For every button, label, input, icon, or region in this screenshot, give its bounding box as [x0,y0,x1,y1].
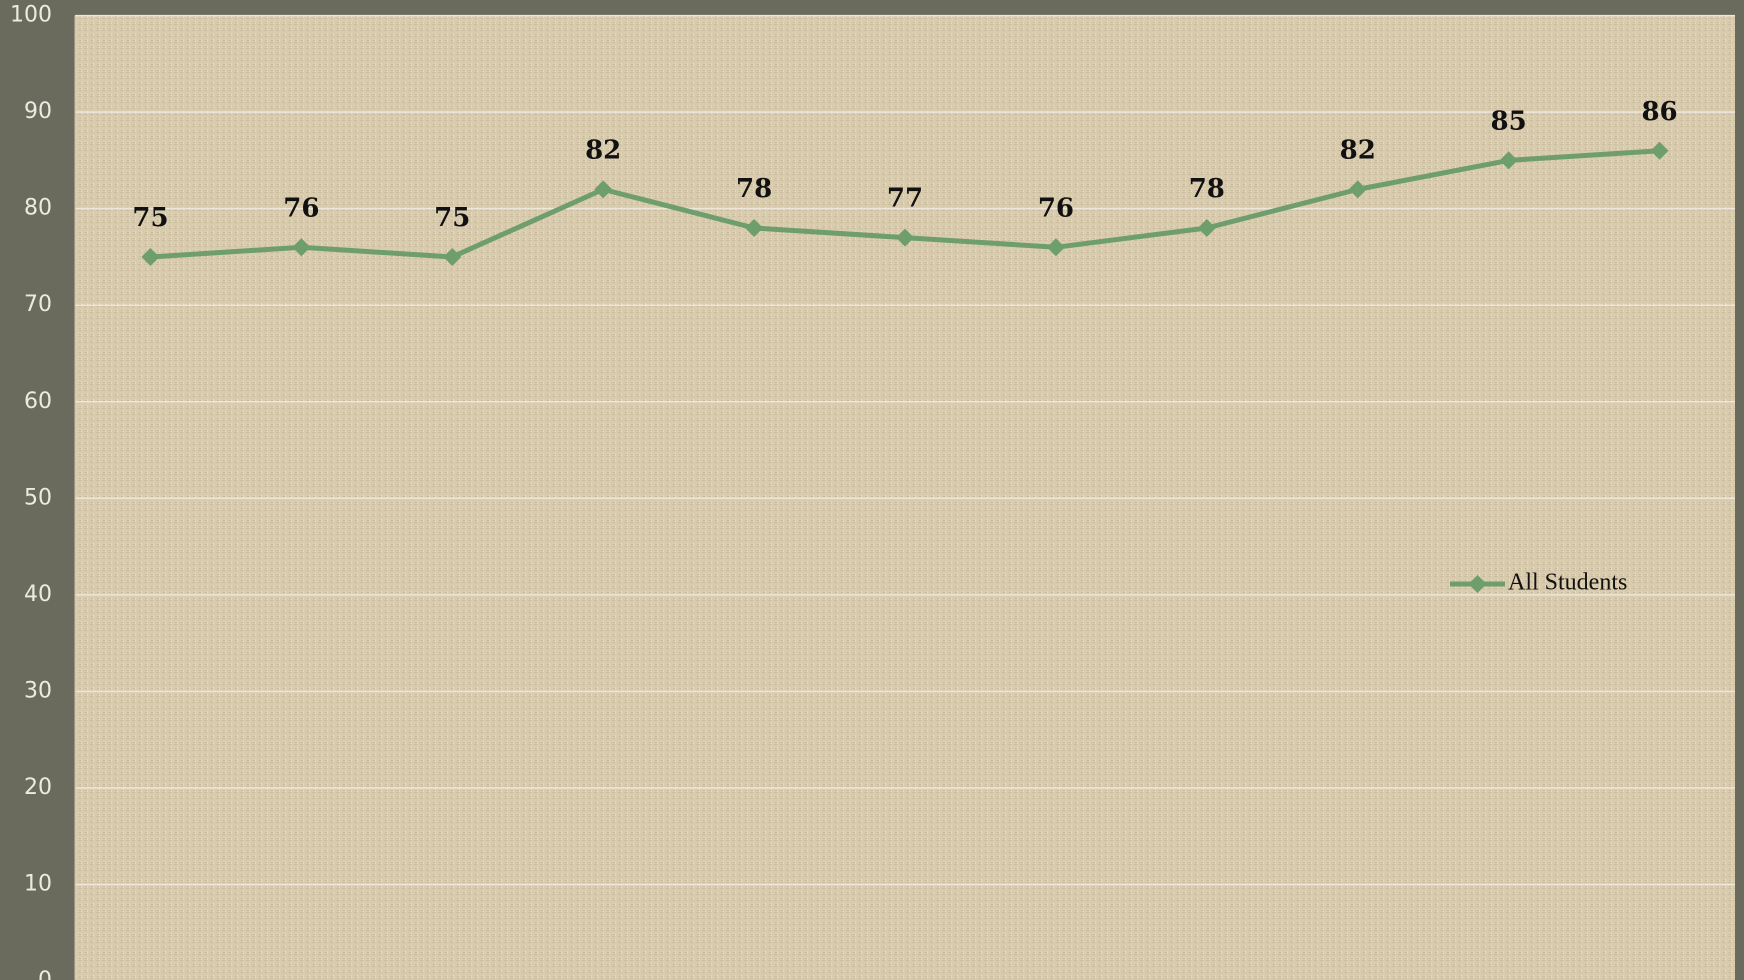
data-label: 75 [434,203,470,233]
data-label: 78 [1189,174,1225,204]
y-tick-label: 20 [24,775,52,800]
legend-label: All Students [1508,570,1627,596]
y-tick-label: 80 [24,196,52,221]
point-marker [292,238,311,257]
y-tick-label: 40 [24,582,52,607]
data-label: 82 [585,135,621,165]
plot-area [75,15,1735,980]
data-label: 76 [283,193,319,223]
point-marker [1650,141,1669,160]
data-label: 75 [132,203,168,233]
point-marker [1046,238,1065,257]
y-tick-label: 90 [24,99,52,124]
point-marker [443,247,462,266]
data-label: 76 [1038,193,1074,223]
y-tick-label: 70 [24,292,52,317]
y-tick-label: 50 [24,485,52,510]
data-label: 86 [1641,97,1677,127]
data-label: 78 [736,174,772,204]
data-label: 77 [887,184,923,214]
point-marker [745,218,764,237]
y-tick-label: 0 [38,968,52,980]
point-marker [141,247,160,266]
y-tick-label: 100 [10,3,52,28]
point-marker [1348,180,1367,199]
point-marker [1499,151,1518,170]
y-tick-label: 10 [24,871,52,896]
point-marker [896,228,914,247]
point-marker [1197,218,1216,237]
point-marker [594,180,613,199]
y-tick-label: 60 [24,389,52,414]
legend-marker [1468,575,1487,593]
y-tick-label: 30 [24,678,52,703]
data-label: 82 [1340,135,1376,165]
data-label: 85 [1491,106,1527,136]
